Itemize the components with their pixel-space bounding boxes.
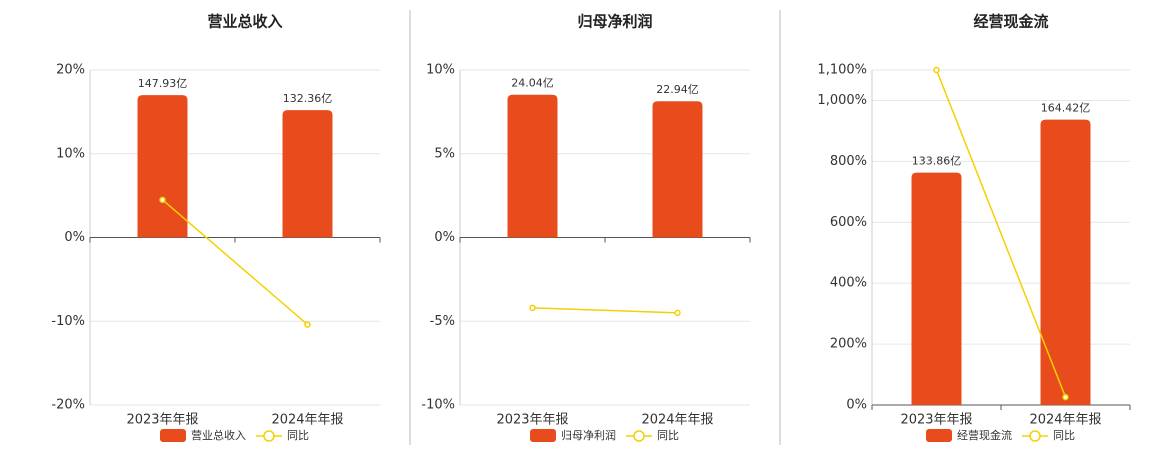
legend-label: 同比 xyxy=(287,429,309,442)
data-label: 22.94亿 xyxy=(656,83,699,96)
legend-label: 同比 xyxy=(1053,429,1075,442)
line-point xyxy=(933,66,940,74)
line-point xyxy=(1062,393,1069,401)
y-tick-label: 400% xyxy=(830,276,867,291)
data-label: 147.93亿 xyxy=(138,77,188,90)
y-tick-label: 0% xyxy=(846,398,867,413)
y-tick-label: -20% xyxy=(51,398,85,413)
data-label: 164.42亿 xyxy=(1041,102,1091,115)
y-tick-label: 200% xyxy=(830,337,867,352)
legend-label: 同比 xyxy=(657,429,679,442)
x-tick-label: 2024年年报 xyxy=(641,413,713,428)
chart-title: 经营现金流 xyxy=(973,13,1048,31)
line xyxy=(935,69,1067,398)
line-point xyxy=(529,304,536,312)
x-tick-label: 2024年年报 xyxy=(271,413,343,428)
line-point xyxy=(674,309,681,317)
legend-label: 经营现金流 xyxy=(957,428,1012,442)
y-tick-label: 20% xyxy=(56,63,85,78)
legend-swatch xyxy=(263,430,275,442)
y-tick-label: 10% xyxy=(56,146,85,161)
y-tick-label: 600% xyxy=(830,215,867,230)
data-label: 133.86亿 xyxy=(912,155,962,168)
x-tick-label: 2023年年报 xyxy=(126,413,198,428)
bar xyxy=(282,110,333,238)
y-tick-label: 800% xyxy=(830,154,867,169)
y-tick-label: -10% xyxy=(421,398,455,413)
legend-swatch xyxy=(160,429,186,442)
x-tick-label: 2023年年报 xyxy=(496,413,568,428)
line-point xyxy=(159,196,166,204)
line-point xyxy=(304,321,311,328)
bar xyxy=(911,172,962,405)
y-tick-label: 5% xyxy=(434,146,455,161)
legend-swatch xyxy=(633,430,645,442)
x-tick-label: 2023年年报 xyxy=(900,413,972,428)
y-tick-label: 1,000% xyxy=(817,93,867,108)
data-label: 132.36亿 xyxy=(283,92,333,105)
y-tick-label: 0% xyxy=(434,230,455,245)
y-tick-label: 1,100% xyxy=(817,63,867,78)
legend-swatch xyxy=(530,429,556,442)
bar xyxy=(652,101,703,238)
line xyxy=(532,307,678,314)
x-tick-label: 2024年年报 xyxy=(1029,413,1101,428)
line xyxy=(162,199,308,326)
bar xyxy=(507,94,558,238)
y-tick-label: -10% xyxy=(51,314,85,329)
y-tick-label: -5% xyxy=(430,314,455,329)
bar xyxy=(1040,119,1091,405)
y-tick-label: 10% xyxy=(426,63,455,78)
legend-swatch xyxy=(1029,430,1041,442)
legend-label: 营业总收入 xyxy=(191,428,246,442)
data-label: 24.04亿 xyxy=(511,77,554,90)
chart-title: 归母净利润 xyxy=(577,13,652,31)
y-tick-label: 0% xyxy=(64,230,85,245)
legend-swatch xyxy=(926,429,952,442)
legend-label: 归母净利润 xyxy=(561,428,616,442)
chart-title: 营业总收入 xyxy=(207,13,282,31)
bar xyxy=(137,95,188,238)
